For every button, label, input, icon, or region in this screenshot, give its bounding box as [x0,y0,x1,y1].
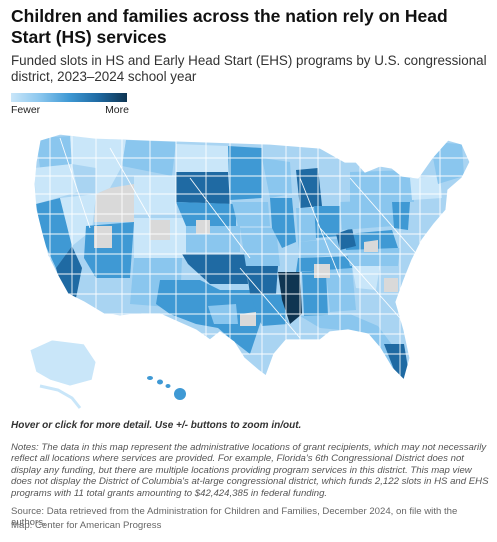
district-wv[interactable] [336,228,356,250]
district-tx[interactable] [156,280,262,354]
district-wa-east[interactable] [70,136,98,168]
district-nj[interactable] [392,202,410,230]
district-no-data[interactable] [150,220,170,240]
color-legend: Fewer More [11,93,129,116]
district-pa[interactable] [340,200,394,230]
district-ks[interactable] [186,226,240,252]
map-credit: Map: Center for American Progress [11,520,162,531]
district-id[interactable] [96,138,126,194]
district-wa[interactable] [36,136,72,168]
district-wi[interactable] [262,158,292,198]
district-mi[interactable] [296,168,322,208]
legend-high-label: More [105,104,129,116]
district-al[interactable] [302,270,328,316]
district-me[interactable] [430,142,464,184]
district-no-data[interactable] [384,278,398,292]
district-nc[interactable] [346,248,400,266]
district-ms[interactable] [278,272,302,324]
district-in[interactable] [296,208,316,242]
us-district-map[interactable] [0,118,497,418]
district-ky[interactable] [298,238,350,258]
district-mo[interactable] [240,228,280,266]
district-no-data[interactable] [314,264,330,278]
us-outline [33,133,471,382]
district-no-data[interactable] [240,312,256,326]
district-ok[interactable] [182,254,248,284]
district-fl-south[interactable] [384,344,410,380]
map-title: Children and families across the nation … [11,6,448,47]
district-fl[interactable] [300,314,408,380]
legend-low-label: Fewer [11,104,41,116]
district-la[interactable] [250,294,288,326]
map-source: Source: Data retrieved from the Administ… [11,506,458,529]
alaska-inset[interactable] [29,339,97,409]
interaction-hint: Hover or click for more detail. Use +/- … [11,420,302,431]
map-subtitle: Funded slots in HS and Early Head Start … [11,53,487,84]
hawaii-inset[interactable] [147,376,186,400]
district-ga[interactable] [326,268,356,312]
district-sc[interactable] [352,266,380,290]
district-ca-north[interactable] [36,198,72,268]
district-no-data[interactable] [196,220,210,234]
district-sd[interactable] [176,172,230,204]
district-no-data[interactable] [94,226,112,248]
district-no-data[interactable] [364,240,378,252]
district-mn[interactable] [228,146,262,200]
map-notes: Notes: The data in this map represent th… [11,442,489,499]
legend-gradient-bar [11,93,127,102]
district-ut[interactable] [94,184,134,222]
district-wy[interactable] [134,176,176,214]
district-il[interactable] [270,198,296,248]
district-va[interactable] [346,230,398,250]
